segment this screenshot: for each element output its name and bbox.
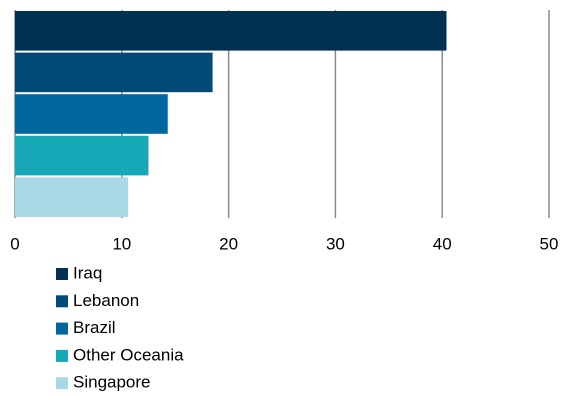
bar xyxy=(15,94,168,134)
x-tick-label: 30 xyxy=(326,234,345,253)
legend-swatch xyxy=(56,268,68,280)
bar xyxy=(15,11,447,51)
legend-swatch xyxy=(56,295,68,308)
bar xyxy=(15,52,213,93)
legend-label: Singapore xyxy=(73,373,151,392)
legend-label: Other Oceania xyxy=(73,345,184,364)
bar xyxy=(15,135,149,176)
x-tick-label: 20 xyxy=(219,234,238,253)
legend-label: Iraq xyxy=(73,263,102,282)
legend-label: Brazil xyxy=(73,318,116,337)
x-tick-label: 0 xyxy=(10,234,19,253)
x-tick-label: 10 xyxy=(112,234,131,253)
bar xyxy=(15,177,129,217)
legend-swatch xyxy=(56,322,68,335)
x-tick-label: 50 xyxy=(540,234,559,253)
x-tick-label: 40 xyxy=(433,234,452,253)
legend-swatch xyxy=(56,377,68,390)
legend-swatch xyxy=(56,349,68,362)
legend-label: Lebanon xyxy=(73,291,139,310)
